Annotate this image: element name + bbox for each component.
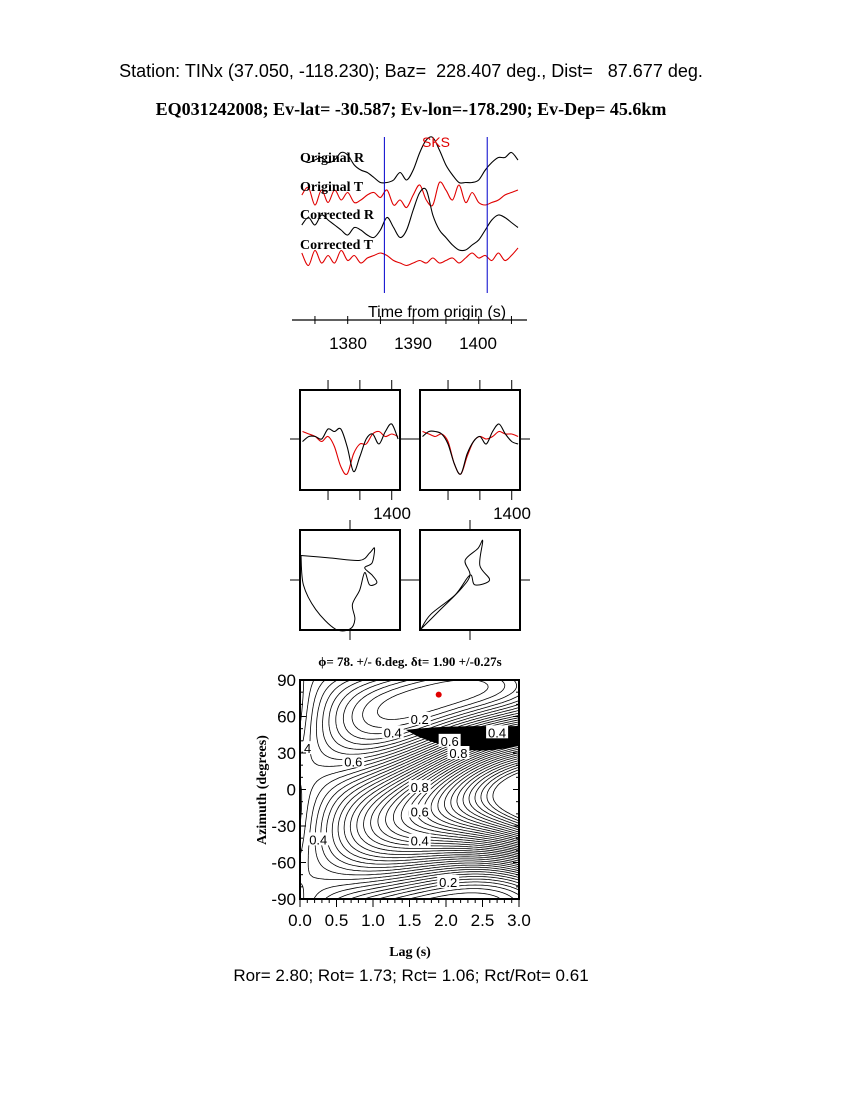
contour-line — [492, 772, 519, 819]
contour-line — [462, 760, 519, 831]
trace-corrected-t — [301, 247, 519, 267]
x-tick-label: 3.0 — [507, 911, 531, 930]
grid-title: ϕ= 78. +/- 6.deg. δt= 1.90 +/-0.27s — [318, 654, 502, 669]
contour-label-background — [438, 733, 461, 747]
x-tick-label: 2.0 — [434, 911, 458, 930]
y-tick-label: 30 — [277, 744, 296, 763]
contour-label-background — [307, 832, 330, 846]
contour-label-background — [300, 741, 314, 755]
contour-line — [486, 769, 519, 822]
trace-original-t — [301, 181, 519, 209]
time-tick-label: 1380 — [329, 334, 367, 353]
contour-line — [328, 680, 519, 899]
trace-corrected-r — [301, 187, 519, 252]
contour-label: 0.8 — [449, 746, 467, 761]
comparison-trace-red — [302, 430, 399, 476]
contour-line — [300, 680, 519, 899]
contour-label-background — [486, 725, 509, 739]
x-tick-label: 1.5 — [398, 911, 422, 930]
contour-label: 0.8 — [411, 780, 429, 795]
contour-area: 0.20.4 0.40.60.80.60.40.80.60.4 0.40.2 — [293, 680, 519, 899]
contour-label-background — [342, 754, 365, 768]
contour-line — [349, 731, 519, 860]
grid-y-label: Azimuth (degrees) — [255, 735, 270, 845]
trace-label-original-t: Original T — [300, 180, 364, 195]
waveform-comparison-panels — [290, 380, 530, 500]
trace-original-r — [301, 136, 519, 184]
x-tick-label: 2.5 — [471, 911, 495, 930]
contour-label-background — [408, 711, 431, 725]
contour-line — [322, 680, 519, 899]
y-tick-label: 90 — [277, 671, 296, 690]
contour-label: 0.2 — [411, 712, 429, 727]
contour-label-background — [408, 804, 431, 818]
contour-label: 0.2 — [439, 875, 457, 890]
phase-label-sks: SKS — [422, 134, 450, 150]
trace-label-corrected-r: Corrected R — [300, 208, 375, 223]
comparison-box — [299, 389, 401, 491]
y-tick-label: -90 — [271, 890, 296, 909]
grid-search-contour-plot: 0.20.4 0.40.60.80.60.40.80.60.4 0.40.29060… — [271, 671, 530, 930]
ratio-line: Ror= 2.80; Rot= 1.73; Rct= 1.06; Rct/Rot… — [233, 966, 588, 985]
time-tick-label: 1390 — [394, 334, 432, 353]
y-tick-label: -30 — [271, 817, 296, 836]
contour-line — [343, 729, 519, 862]
contour-label: 0.4 — [293, 741, 311, 756]
contour-label-background — [408, 780, 431, 794]
compare-tick-label: 1400 — [373, 504, 411, 523]
contour-label: 0.6 — [411, 804, 429, 819]
contour-label: 0.4 — [309, 832, 327, 847]
contour-line — [316, 680, 519, 899]
contour-label-background — [437, 874, 460, 888]
x-tick-label: 0.5 — [325, 911, 349, 930]
time-tick-label: 1400 — [459, 334, 497, 353]
trace-label-original-r: Original R — [300, 151, 365, 166]
x-tick-label: 0.0 — [288, 911, 312, 930]
event-line: EQ031242008; Ev-lat= -30.587; Ev-lon=-17… — [156, 99, 667, 119]
contour-label: 0.4 — [411, 834, 429, 849]
contour-label: 0.4 — [488, 725, 506, 740]
contour-line — [363, 734, 519, 856]
y-tick-label: 60 — [277, 708, 296, 727]
contour-line — [326, 723, 519, 868]
particle-motion-path — [300, 547, 378, 632]
contour-line — [370, 736, 519, 855]
contour-line — [342, 680, 519, 899]
contour-line — [335, 680, 519, 899]
contour-line — [377, 680, 489, 899]
compare-tick-label: 1400 — [493, 504, 531, 523]
particle-motion-box — [299, 529, 401, 631]
contour-label: 0.6 — [344, 755, 362, 770]
trace-label-corrected-t: Corrected T — [300, 238, 374, 253]
particle-motion-path — [420, 539, 491, 630]
comparison-trace-red — [422, 430, 519, 475]
comparison-trace-black — [302, 423, 399, 473]
contour-line — [456, 758, 519, 833]
particle-motion-panels — [290, 520, 530, 640]
contour-line — [444, 754, 519, 837]
contour-line — [450, 756, 519, 835]
contour-line — [474, 764, 519, 827]
comparison-box — [419, 389, 521, 491]
comparison-trace-black — [422, 423, 519, 475]
time-axis-label: Time from origin (s) — [368, 304, 506, 321]
y-tick-label: 0 — [287, 781, 296, 800]
contour-label-background — [408, 833, 431, 847]
contour-line — [337, 727, 519, 864]
best-fit-marker — [435, 691, 442, 698]
seismogram-traces — [292, 136, 527, 324]
contour-label-background — [447, 746, 470, 759]
y-tick-label: -60 — [271, 854, 296, 873]
contour-line — [331, 725, 519, 866]
contour-label: 0.6 — [441, 734, 459, 749]
grid-x-label: Lag (s) — [389, 945, 431, 960]
station-line: Station: TINx (37.050, -118.230); Baz= 2… — [119, 61, 703, 81]
x-tick-label: 1.0 — [361, 911, 385, 930]
contour-line — [430, 750, 519, 841]
contour-line — [437, 752, 519, 839]
contour-label-background — [381, 725, 404, 739]
contour-label: 0.4 — [384, 725, 402, 740]
